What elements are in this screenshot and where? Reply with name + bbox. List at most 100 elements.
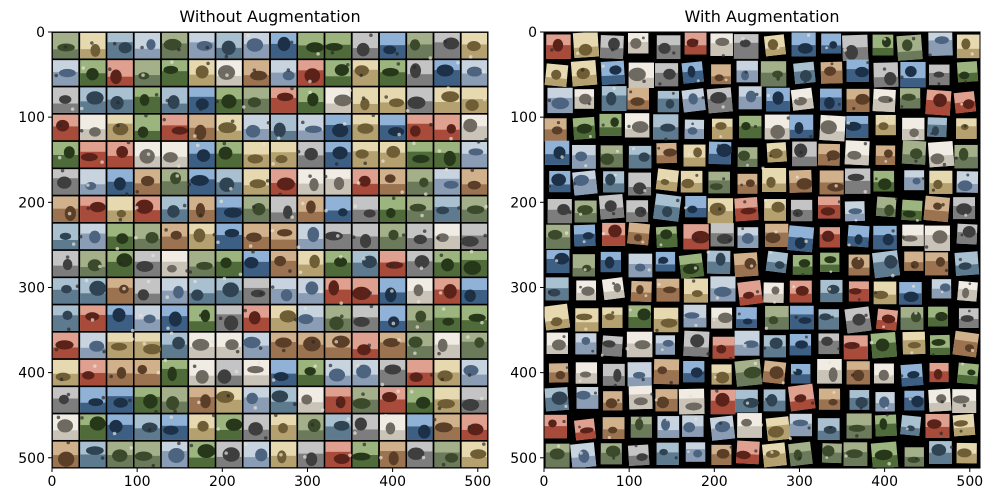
image-tile [956,171,979,193]
image-tile [216,60,242,86]
image-tile [628,385,654,410]
image-tile [407,414,433,440]
x-tick-label: 200 [701,474,728,490]
image-tile [52,359,79,386]
image-tile [873,281,897,305]
image-tile [134,332,162,359]
image-tile [134,113,161,141]
image-tile [216,141,242,168]
image-tile [956,362,979,385]
image-tile [407,223,433,250]
image-tile [655,168,679,192]
image-tile [107,305,135,333]
image-tile [189,441,216,468]
image-tile [270,114,297,141]
image-tile [929,170,953,194]
image-tile [656,278,680,302]
image-tile [352,196,379,222]
image-tile [843,442,868,467]
image-tile [546,34,571,59]
image-tile [624,113,650,138]
image-tile [548,363,569,383]
image-tile [107,114,133,141]
image-tile [434,387,460,413]
image-tile [270,387,297,413]
image-tile [788,169,813,193]
image-tile [899,88,921,109]
image-tile [379,441,406,468]
image-tile [407,114,433,141]
image-tile [841,34,869,61]
image-tile [189,413,216,440]
image-tile [352,414,379,440]
image-tile [683,304,707,328]
image-tile [243,60,270,86]
image-tile [792,255,813,276]
image-tile [901,224,924,247]
image-tile [216,250,243,277]
image-tile [627,87,649,110]
image-tile [765,223,789,248]
image-tile [298,250,324,277]
image-tile [737,147,758,167]
image-tile [461,32,488,59]
image-tile [846,361,870,385]
image-tile [787,383,816,412]
image-tile [461,441,488,468]
image-tile [601,277,625,301]
image-tile [572,31,600,59]
image-tile [161,414,188,440]
image-tile [600,443,622,465]
image-tile [875,392,895,412]
image-tile [134,196,161,222]
image-tile [570,442,597,469]
image-tile [818,388,841,410]
image-tile [600,60,626,86]
image-tile [760,61,787,87]
image-tile [627,362,652,387]
image-tile [734,330,760,356]
image-tile [849,390,870,410]
image-tile [161,114,188,141]
image-tile [681,61,704,84]
image-tile [352,359,379,386]
image-tile [656,442,679,465]
image-tile [325,60,351,86]
image-tile [706,250,731,274]
image-tile [270,86,297,113]
image-tile [872,88,896,113]
image-tile [736,307,757,328]
image-tile [876,308,899,331]
image-tile [216,414,243,440]
image-tile [461,387,488,413]
image-tile [711,307,733,329]
image-tile [189,359,215,386]
image-tile [625,331,653,358]
image-tile [954,251,980,276]
image-tile [766,142,787,163]
image-tile [461,278,488,304]
y-tick-label: 100 [18,110,45,126]
image-tile [576,280,597,301]
image-tile [461,249,488,277]
image-tile [653,358,680,385]
image-tile [52,414,79,440]
image-tile [761,166,787,192]
image-tile [821,443,842,464]
image-tile [325,278,351,305]
image-tile [189,305,215,331]
y-tick-label: 500 [510,451,537,467]
image-tile [298,414,324,440]
image-tile [352,441,379,468]
image-tile [298,196,324,222]
image-tile [134,141,161,168]
image-tile [844,168,871,194]
image-tile [737,173,758,194]
image-tile [924,225,950,251]
image-tile [379,387,406,413]
image-tile [710,276,736,302]
image-tile [603,391,623,411]
image-tile [902,331,926,355]
image-tile [407,196,433,222]
image-tiles [543,31,981,469]
